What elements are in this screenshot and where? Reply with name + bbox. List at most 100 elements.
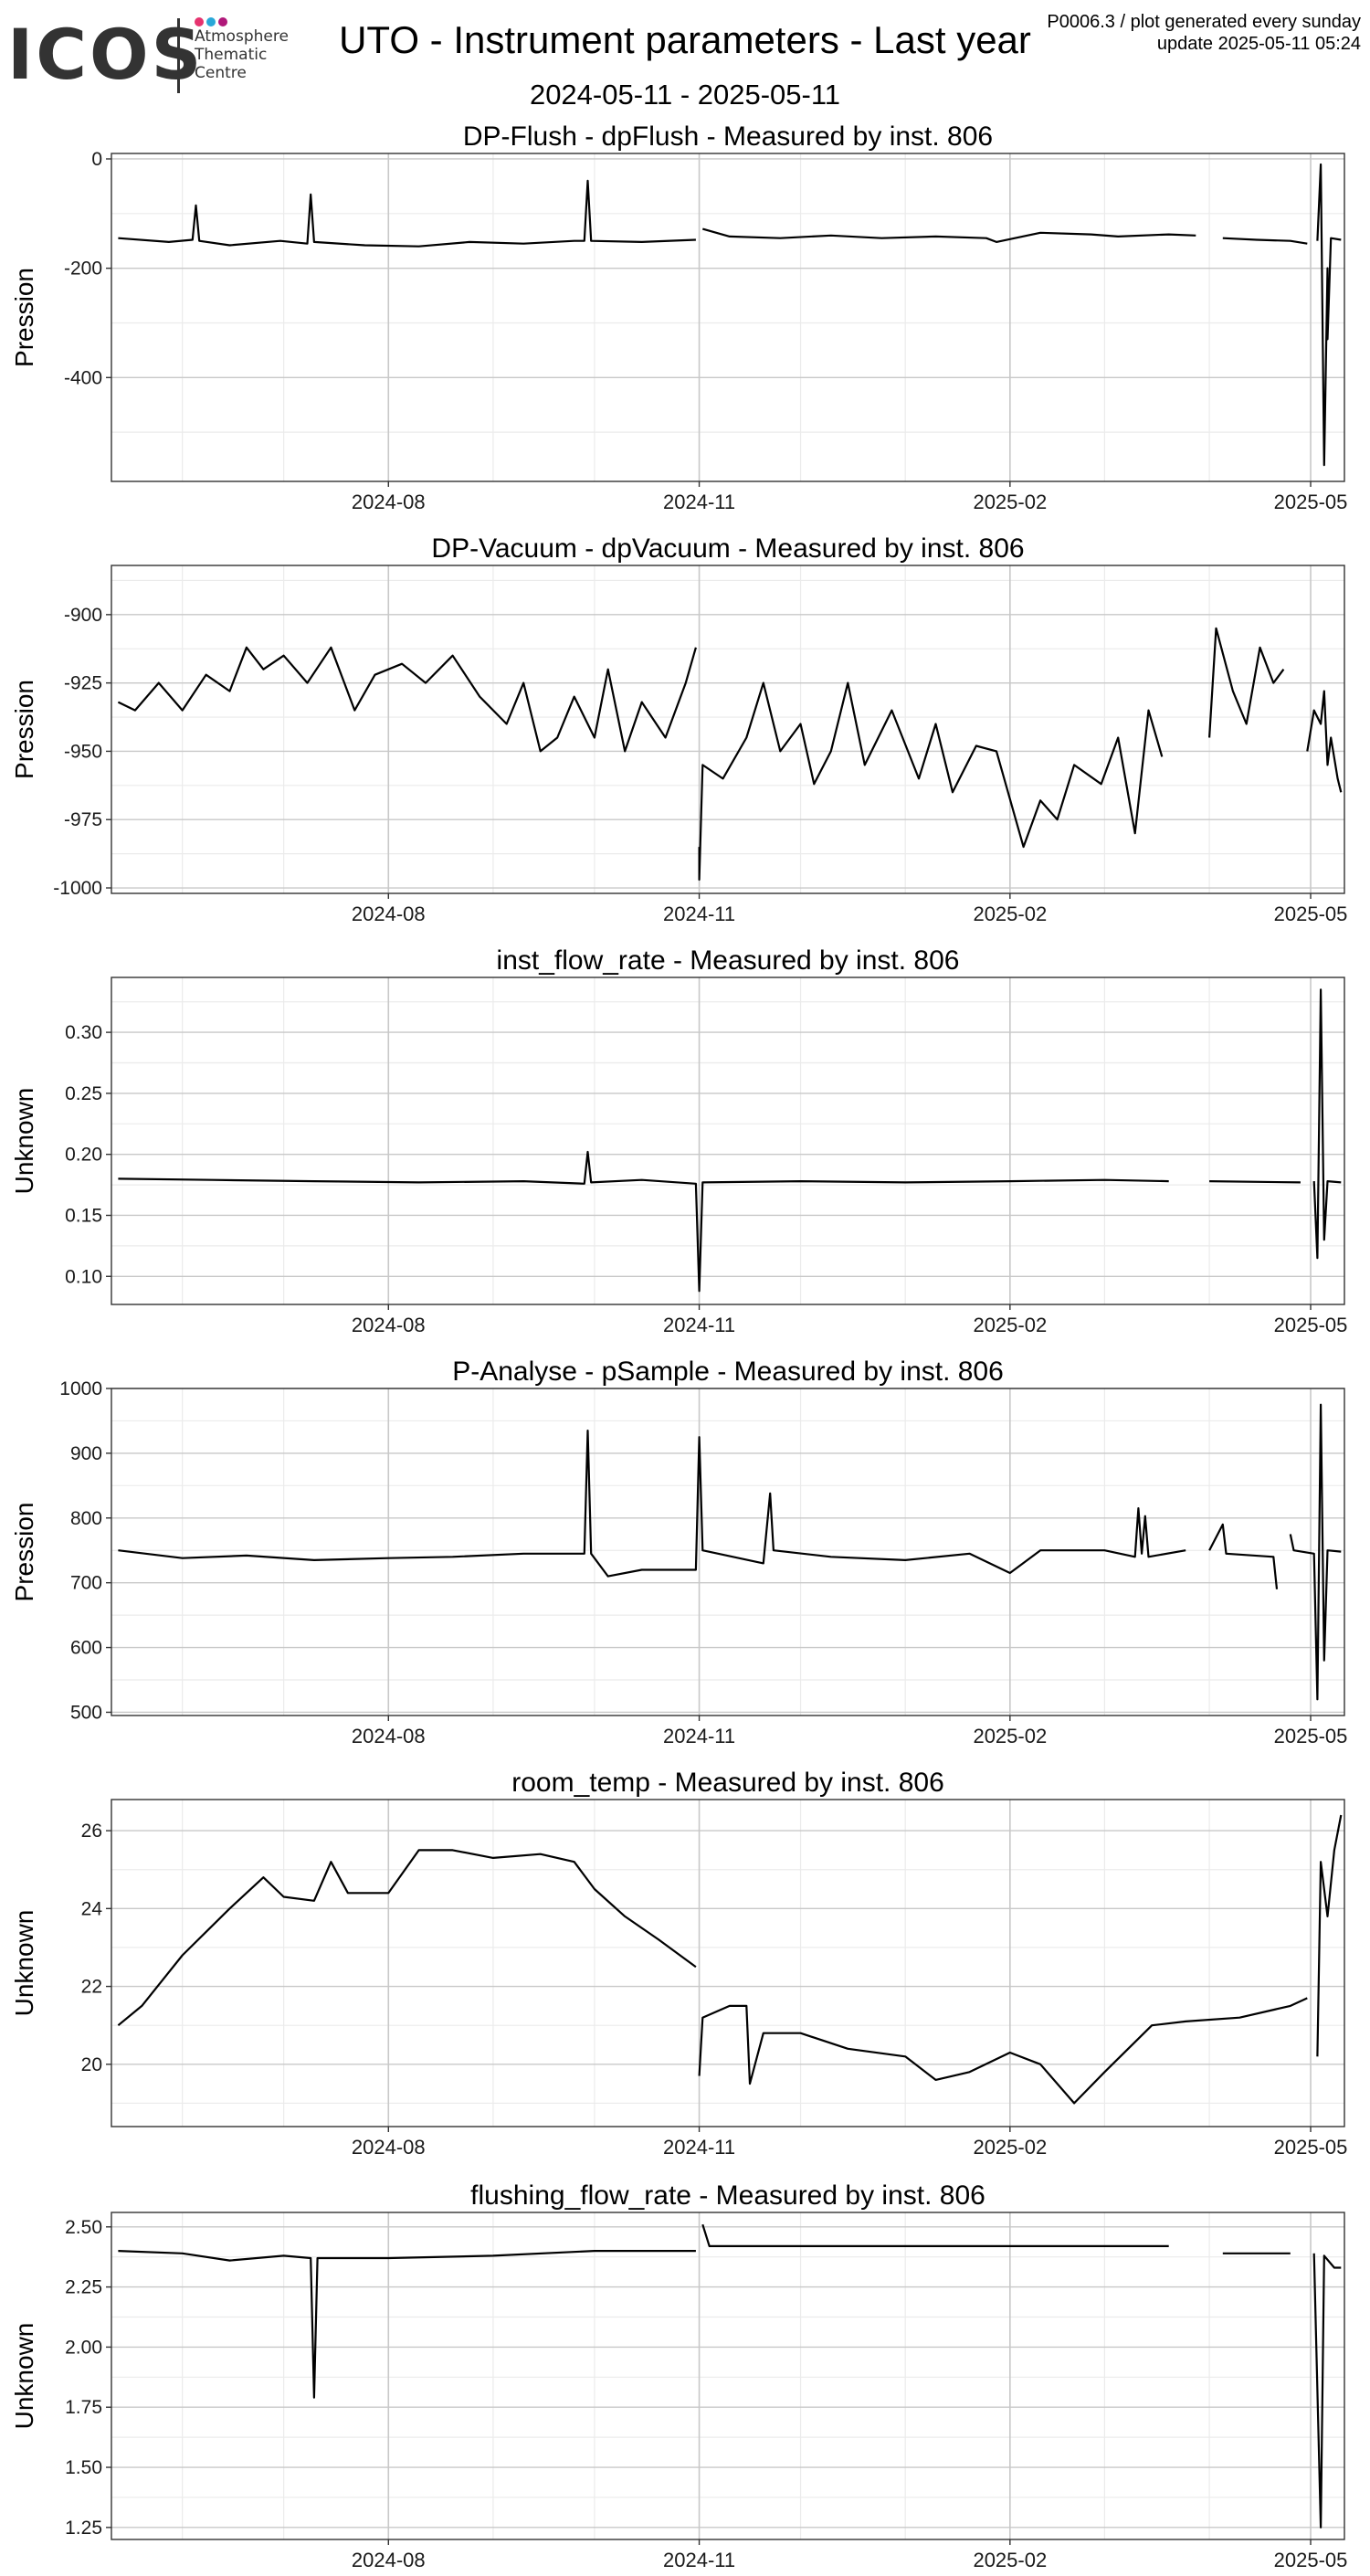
x-tick-label: 2024-11: [663, 1725, 735, 1747]
chart-title: DP-Vacuum - dpVacuum - Measured by inst.…: [431, 533, 1024, 564]
plot-panel: [111, 153, 1344, 481]
x-tick-label: 2025-05: [1274, 2136, 1348, 2159]
logo-dots: [195, 15, 230, 26]
chart-title: DP-Flush - dpFlush - Measured by inst. 8…: [463, 121, 993, 152]
x-tick-label: 2025-02: [973, 491, 1047, 513]
x-tick-label: 2025-05: [1274, 903, 1348, 925]
x-tick-label: 2025-02: [973, 2549, 1047, 2571]
x-tick-label: 2025-02: [973, 1314, 1047, 1336]
series-line: [118, 163, 1342, 467]
y-tick-label: -975: [64, 809, 102, 830]
logo-divider: [177, 18, 180, 93]
x-tick-label: 2024-08: [352, 491, 426, 513]
y-tick-label: 0.30: [65, 1022, 102, 1043]
panel-border: [111, 153, 1345, 482]
x-tick-label: 2025-02: [973, 903, 1047, 925]
y-axis-label: Unknown: [10, 1088, 38, 1195]
y-tick-label: -900: [64, 605, 102, 626]
series-line: [118, 2223, 1342, 2528]
y-tick-label: 1.50: [65, 2457, 102, 2478]
y-tick-label: 24: [81, 1898, 103, 1919]
panel-border: [111, 565, 1345, 894]
logo-line: Centre: [195, 64, 247, 82]
y-tick-label: 500: [70, 1702, 102, 1723]
logo-line: Thematic: [195, 46, 268, 64]
generation-line: P0006.3 / plot generated every sunday: [1047, 12, 1361, 32]
logo-subtitle: Atmosphere Thematic Centre: [195, 27, 289, 82]
chart-title: room_temp - Measured by inst. 806: [511, 1768, 944, 1798]
series-line: [118, 1403, 1342, 1701]
x-tick-label: 2024-08: [352, 2549, 426, 2571]
logo-dot: [206, 17, 216, 26]
logo-dot: [218, 17, 227, 26]
x-tick-label: 2024-11: [663, 2549, 735, 2571]
chart-title: P-Analyse - pSample - Measured by inst. …: [452, 1357, 1004, 1387]
x-tick-label: 2025-05: [1274, 2549, 1348, 2571]
y-tick-label: 2.50: [65, 2217, 102, 2238]
y-tick-label: 600: [70, 1638, 102, 1659]
x-tick-label: 2024-11: [663, 2136, 735, 2159]
y-axis-label: Pression: [10, 1503, 38, 1602]
y-axis-label: Pression: [10, 680, 38, 779]
series-line: [117, 1814, 1343, 2105]
update-timestamp: update 2025-05-11 05:24: [1156, 34, 1361, 54]
x-tick-label: 2025-05: [1274, 1314, 1348, 1336]
x-tick-label: 2024-11: [663, 903, 735, 925]
plot-panel: [111, 565, 1344, 893]
y-tick-label: 26: [81, 1821, 102, 1842]
x-tick-label: 2024-08: [352, 903, 426, 925]
icos-logo: ICOS Atmosphere Thematic Centre: [7, 13, 309, 97]
chart-title: inst_flow_rate - Measured by inst. 806: [497, 945, 960, 976]
y-tick-label: 2.25: [65, 2277, 102, 2298]
generation-info: P0006.3 / plot generated every sunday up…: [1047, 11, 1361, 55]
y-axis-label: Unknown: [10, 2323, 38, 2430]
panel-border: [111, 2212, 1345, 2540]
logo-dot: [195, 17, 204, 26]
y-tick-label: 900: [70, 1443, 102, 1464]
x-tick-label: 2024-08: [352, 1725, 426, 1747]
x-tick-label: 2025-05: [1274, 1725, 1348, 1747]
x-tick-label: 2024-08: [352, 2136, 426, 2159]
x-tick-label: 2024-11: [663, 491, 735, 513]
plot-panel: [111, 1800, 1344, 2127]
panel-border: [111, 1799, 1345, 2127]
y-tick-label: 1000: [59, 1378, 102, 1399]
x-tick-label: 2025-05: [1274, 491, 1348, 513]
y-tick-label: 0.15: [65, 1205, 102, 1226]
y-tick-label: 22: [81, 1977, 102, 1998]
page-title: UTO - Instrument parameters - Last year: [339, 18, 1031, 61]
x-tick-label: 2025-02: [973, 1725, 1047, 1747]
y-tick-label: -1000: [53, 878, 102, 899]
date-range: 2024-05-11 - 2025-05-11: [529, 79, 841, 111]
y-axis-label: Pression: [10, 268, 38, 367]
y-tick-label: 20: [81, 2054, 102, 2075]
plot-panel: [111, 977, 1344, 1304]
y-tick-label: 0.10: [65, 1266, 102, 1287]
y-tick-label: -925: [64, 673, 102, 694]
plot-panel: [111, 1388, 1344, 1716]
y-tick-label: 800: [70, 1508, 102, 1529]
series-line: [117, 627, 1343, 882]
y-tick-label: 700: [70, 1573, 102, 1594]
panel-border: [111, 1388, 1345, 1716]
x-tick-label: 2024-11: [663, 1314, 735, 1336]
x-tick-label: 2024-08: [352, 1314, 426, 1336]
logo-wordmark: ICOS: [7, 14, 205, 95]
y-tick-label: 1.25: [65, 2518, 102, 2539]
chart-title: flushing_flow_rate - Measured by inst. 8…: [470, 2180, 985, 2211]
y-tick-label: 2.00: [65, 2337, 102, 2358]
panel-border: [111, 977, 1345, 1305]
y-tick-label: 1.75: [65, 2397, 102, 2418]
plot-panel: [111, 2212, 1344, 2539]
y-tick-label: -950: [64, 741, 102, 762]
y-tick-label: 0.25: [65, 1083, 102, 1104]
y-tick-label: -200: [64, 259, 102, 280]
series-line: [118, 988, 1342, 1293]
x-tick-label: 2025-02: [973, 2136, 1047, 2159]
y-tick-label: 0: [91, 149, 102, 170]
y-tick-label: -400: [64, 367, 102, 388]
y-tick-label: 0.20: [65, 1145, 102, 1166]
y-axis-label: Unknown: [10, 1910, 38, 2017]
logo-line: Atmosphere: [195, 27, 289, 46]
